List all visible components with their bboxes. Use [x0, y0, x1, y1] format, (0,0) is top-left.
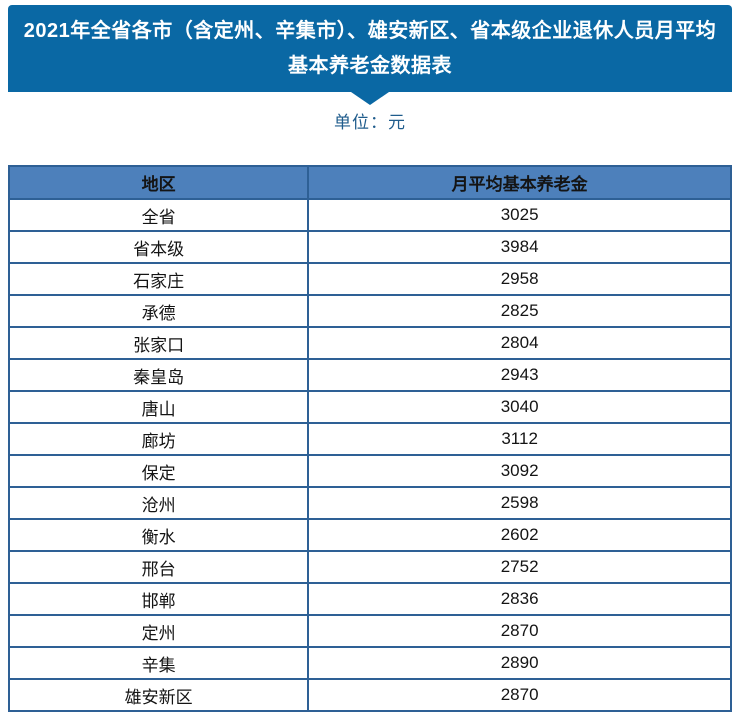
column-header-region: 地区: [7, 165, 310, 200]
table-row: 廊坊 3112: [7, 422, 732, 456]
table-row: 省本级 3984: [7, 230, 732, 264]
table-header-row: 地区 月平均基本养老金: [7, 165, 732, 200]
region-cell: 定州: [7, 614, 310, 648]
table-row: 张家口 2804: [7, 326, 732, 360]
value-cell: 2890: [307, 646, 732, 680]
region-cell: 秦皇岛: [7, 358, 310, 392]
table-row: 定州 2870: [7, 614, 732, 648]
pension-data-table: 地区 月平均基本养老金 全省 3025 省本级 3984 石家庄 2958 承德…: [7, 165, 732, 712]
value-cell: 2870: [307, 678, 732, 712]
region-cell: 衡水: [7, 518, 310, 552]
value-cell: 3040: [307, 390, 732, 424]
page-title-line1: 2021年全省各市（含定州、辛集市）、雄安新区、省本级企业退休人员月平均: [23, 20, 717, 42]
table-row: 辛集 2890: [7, 646, 732, 680]
region-cell: 邢台: [7, 550, 310, 584]
value-cell: 2825: [307, 294, 732, 328]
column-header-pension: 月平均基本养老金: [307, 165, 732, 200]
value-cell: 2598: [307, 486, 732, 520]
region-cell: 全省: [7, 198, 310, 232]
region-cell: 承德: [7, 294, 310, 328]
region-cell: 邯郸: [7, 582, 310, 616]
region-cell: 辛集: [7, 646, 310, 680]
value-cell: 2752: [307, 550, 732, 584]
value-cell: 3092: [307, 454, 732, 488]
page-title-line2: 基本养老金数据表: [288, 55, 452, 77]
value-cell: 2943: [307, 358, 732, 392]
region-cell: 保定: [7, 454, 310, 488]
unit-label: 单位：元: [334, 113, 406, 132]
region-cell: 石家庄: [7, 262, 310, 296]
table-row: 邢台 2752: [7, 550, 732, 584]
title-banner: 2021年全省各市（含定州、辛集市）、雄安新区、省本级企业退休人员月平均 基本养…: [8, 5, 732, 92]
region-cell: 唐山: [7, 390, 310, 424]
table-row: 雄安新区 2870: [7, 678, 732, 712]
value-cell: 2836: [307, 582, 732, 616]
region-cell: 沧州: [7, 486, 310, 520]
table-row: 石家庄 2958: [7, 262, 732, 296]
region-cell: 廊坊: [7, 422, 310, 456]
value-cell: 3025: [307, 198, 732, 232]
table-row: 衡水 2602: [7, 518, 732, 552]
value-cell: 2870: [307, 614, 732, 648]
table-row: 秦皇岛 2943: [7, 358, 732, 392]
table-row: 邯郸 2836: [7, 582, 732, 616]
value-cell: 3112: [307, 422, 732, 456]
value-cell: 3984: [307, 230, 732, 264]
value-cell: 2804: [307, 326, 732, 360]
table-row: 唐山 3040: [7, 390, 732, 424]
value-cell: 2958: [307, 262, 732, 296]
region-cell: 省本级: [7, 230, 310, 264]
value-cell: 2602: [307, 518, 732, 552]
table-row: 承德 2825: [7, 294, 732, 328]
region-cell: 雄安新区: [7, 678, 310, 712]
table-row: 保定 3092: [7, 454, 732, 488]
table-row: 全省 3025: [7, 198, 732, 232]
banner-pointer-triangle: [351, 92, 389, 105]
table-row: 沧州 2598: [7, 486, 732, 520]
region-cell: 张家口: [7, 326, 310, 360]
